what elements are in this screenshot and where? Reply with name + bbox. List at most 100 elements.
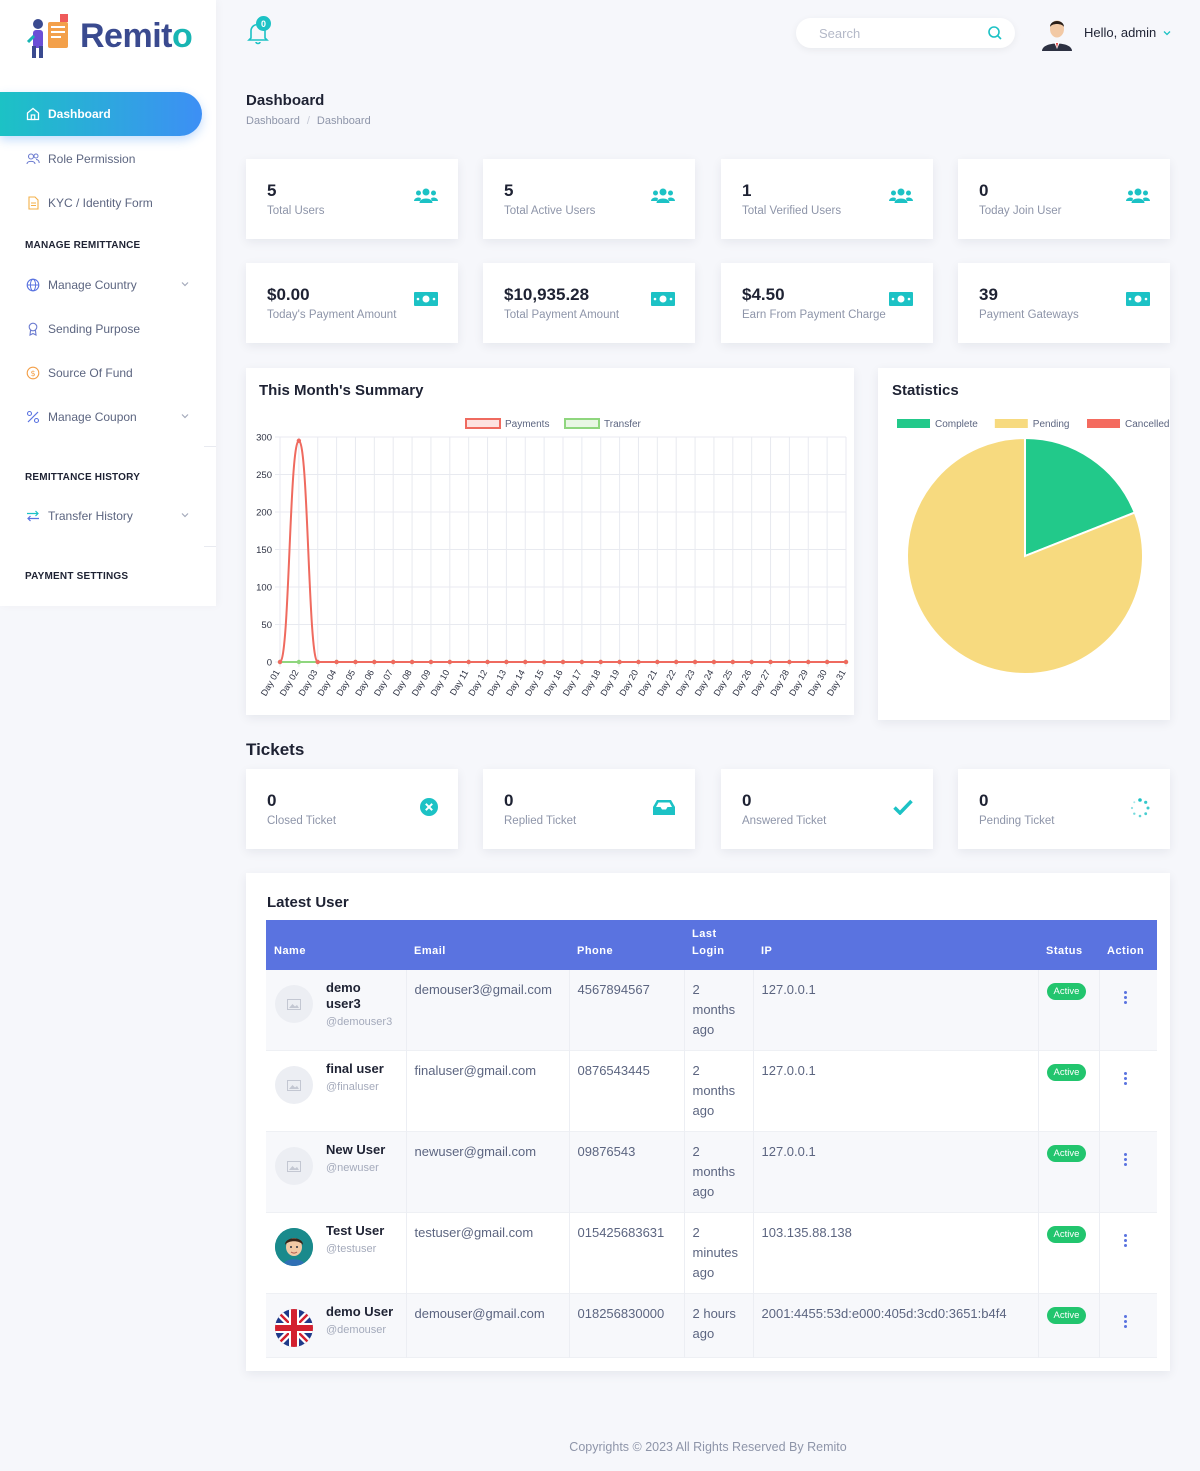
placeholder-image-icon <box>275 985 313 1023</box>
stat-card-total-verified-users: 1 Total Verified Users <box>721 159 933 239</box>
column-header-status: Status <box>1046 945 1083 957</box>
data-point <box>711 659 717 665</box>
user-name[interactable]: demo user3 <box>326 980 361 1011</box>
pie-chart: Complete Pending Cancelled <box>897 419 1169 675</box>
y-tick-label: 150 <box>256 545 272 556</box>
search-box[interactable] <box>796 18 1015 48</box>
data-point <box>674 659 679 665</box>
award-icon <box>26 322 40 336</box>
user-ip: 127.0.0.1 <box>753 1131 1039 1213</box>
ticket-label: Closed Ticket <box>267 815 337 827</box>
divider <box>204 446 216 447</box>
ticket-value: 0 <box>742 791 752 810</box>
stat-label: Today's Payment Amount <box>267 309 397 321</box>
data-point <box>843 659 849 665</box>
data-point <box>353 659 358 665</box>
column-header-last-login: Last Login <box>684 920 753 970</box>
sidebar-item-dashboard[interactable]: Dashboard <box>0 92 202 136</box>
user-ip: 127.0.0.1 <box>753 970 1039 1051</box>
money-icon <box>1126 292 1150 306</box>
more-actions-icon[interactable] <box>1123 1153 1127 1166</box>
table-row: Test User @testuser testuser@gmail.com 01… <box>266 1212 1157 1294</box>
user-name[interactable]: final user <box>326 1061 384 1076</box>
data-point <box>541 659 547 665</box>
sidebar-item-label: Manage Coupon <box>48 410 137 424</box>
search-input[interactable] <box>819 25 979 41</box>
data-point <box>787 659 792 665</box>
series-line <box>279 439 846 663</box>
search-icon[interactable] <box>987 25 1003 41</box>
user-email: testuser@gmail.com <box>406 1212 570 1294</box>
stat-label: Payment Gateways <box>979 309 1079 321</box>
more-actions-icon[interactable] <box>1123 991 1127 1004</box>
user-email: newuser@gmail.com <box>406 1131 570 1213</box>
latest-user-panel: Latest User Name Email Phone Last Login I… <box>246 873 1170 1371</box>
column-header-text: Last <box>692 928 717 940</box>
sidebar-item-transfer-history[interactable]: Transfer History <box>0 501 216 531</box>
ticket-label: Pending Ticket <box>979 815 1055 827</box>
user-name[interactable]: Test User <box>326 1223 385 1238</box>
pie-slice <box>1024 436 1137 558</box>
stat-label: Total Users <box>267 205 325 217</box>
sidebar-item-label: Dashboard <box>48 107 111 121</box>
summary-chart-panel: This Month's Summary Payments Transfer 0 50… <box>246 368 854 715</box>
column-header-text: Login <box>692 945 725 957</box>
tickets-title: Tickets <box>246 740 305 759</box>
user-phone: 015425683631 <box>569 1212 685 1294</box>
sidebar-item-role-permission[interactable]: Role Permission <box>0 144 216 174</box>
stat-label: Total Verified Users <box>742 205 842 217</box>
status-badge: Active <box>1046 1307 1087 1324</box>
stat-card-today-join-user: 0 Today Join User <box>958 159 1170 239</box>
user-phone: 0876543445 <box>569 1050 685 1132</box>
table-row: demo user3 @demouser3 demouser3@gmail.com… <box>266 970 1157 1051</box>
ticket-value: 0 <box>504 791 514 810</box>
legend-swatch <box>564 418 600 429</box>
stat-value: 5 <box>504 181 514 200</box>
stat-card-total-payment: $10,935.28 Total Payment Amount <box>483 263 695 343</box>
data-point <box>806 659 811 665</box>
percent-icon <box>26 410 40 424</box>
sidebar-section-payment-settings: PAYMENT SETTINGS <box>25 571 129 582</box>
data-point <box>391 659 396 665</box>
sidebar-item-label: Sending Purpose <box>48 322 141 336</box>
data-point <box>409 659 415 665</box>
brand-logo[interactable]: Remito <box>24 12 193 60</box>
admin-avatar[interactable] <box>1040 15 1074 51</box>
user-name[interactable]: demo User <box>326 1304 394 1319</box>
sidebar-item-sending-purpose[interactable]: Sending Purpose <box>0 314 216 344</box>
panel-title: Statistics <box>892 382 959 399</box>
data-point <box>824 659 830 665</box>
users-group-icon <box>414 188 438 203</box>
ticket-card-replied: 0 Replied Ticket <box>483 769 695 849</box>
more-actions-icon[interactable] <box>1123 1234 1127 1247</box>
sidebar-item-kyc[interactable]: KYC / Identity Form <box>0 188 216 218</box>
stat-label: Today Join User <box>979 205 1062 217</box>
user-email: finaluser@gmail.com <box>406 1050 570 1132</box>
user-handle: @demouser3 <box>326 1016 393 1028</box>
stat-value: 5 <box>267 181 277 200</box>
money-icon <box>889 292 913 306</box>
data-point <box>466 659 471 665</box>
data-point <box>447 659 452 665</box>
sidebar-item-manage-coupon[interactable]: Manage Coupon <box>0 402 216 432</box>
legend-swatch <box>994 419 1028 428</box>
y-tick-label: 200 <box>256 508 272 519</box>
sidebar-item-source-of-fund[interactable]: $ Source Of Fund <box>0 358 216 388</box>
home-icon <box>26 107 40 121</box>
stat-card-payment-charge: $4.50 Earn From Payment Charge <box>721 263 933 343</box>
latest-user-table: Name Email Phone Last Login IP Status Act… <box>266 920 1157 1358</box>
user-menu[interactable]: Hello, admin <box>1084 25 1172 40</box>
user-phone: 4567894567 <box>569 970 685 1051</box>
user-name[interactable]: New User <box>326 1142 386 1157</box>
more-actions-icon[interactable] <box>1123 1072 1127 1085</box>
cartoon-avatar-icon <box>275 1228 313 1266</box>
ticket-label: Answered Ticket <box>742 815 827 827</box>
spinner-icon <box>1130 798 1150 818</box>
stat-label: Total Active Users <box>504 205 596 217</box>
user-last-login: 2 minutes ago <box>684 1212 754 1294</box>
sidebar-item-manage-country[interactable]: Manage Country <box>0 270 216 300</box>
ticket-value: 0 <box>267 791 277 810</box>
breadcrumb-item[interactable]: Dashboard <box>246 115 300 127</box>
ticket-card-answered: 0 Answered Ticket <box>721 769 933 849</box>
more-actions-icon[interactable] <box>1123 1315 1127 1328</box>
